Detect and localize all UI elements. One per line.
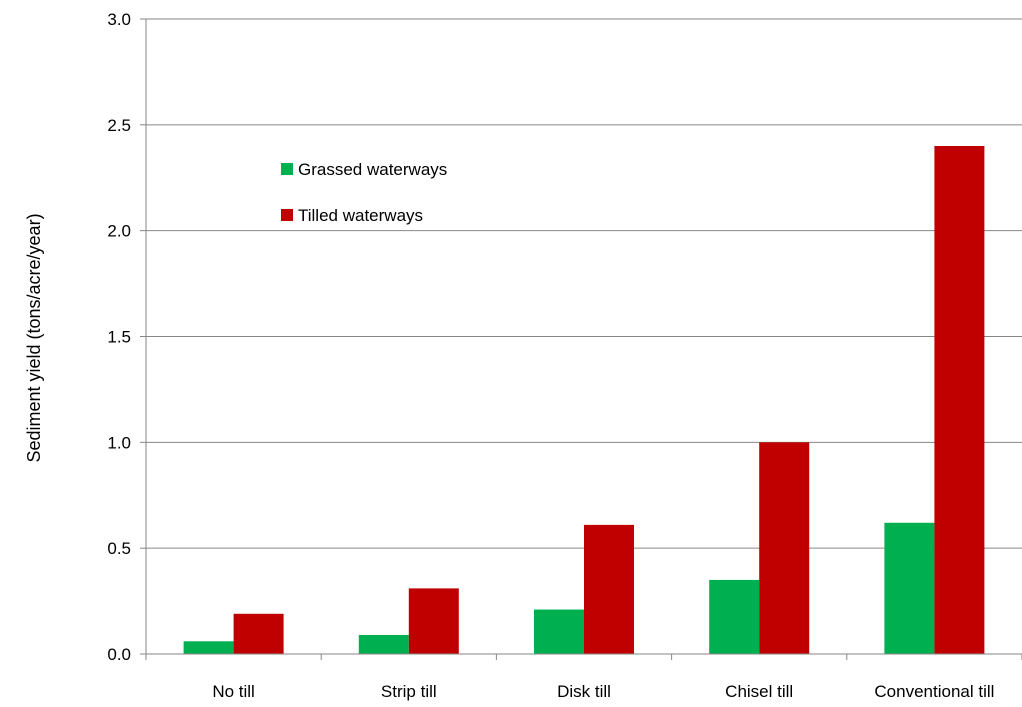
x-tick-labels: No till Strip till Disk till Chisel till Con… — [145, 654, 1022, 701]
x-tick-label: Disk till — [557, 682, 611, 701]
bars — [183, 146, 985, 654]
bar-grassed-conventional-till — [884, 522, 935, 654]
bar-tilled-no-till — [233, 613, 284, 654]
bar-grassed-strip-till — [358, 634, 409, 654]
bar-grassed-no-till — [183, 641, 234, 654]
bar-grassed-chisel-till — [709, 579, 760, 654]
x-tick-label: No till — [212, 682, 255, 701]
legend-label-grassed: Grassed waterways — [298, 160, 447, 179]
x-tick-label: Strip till — [381, 682, 437, 701]
y-tick-labels: 0.0 0.5 1.0 1.5 2.0 2.5 3.0 — [107, 10, 146, 664]
y-tick-label: 0.5 — [107, 539, 131, 558]
x-tick-label: Conventional till — [874, 682, 994, 701]
x-tick-label: Chisel till — [725, 682, 793, 701]
y-tick-label: 2.0 — [107, 222, 131, 241]
bar-tilled-conventional-till — [934, 146, 985, 654]
legend-swatch-grassed — [281, 163, 293, 175]
bar-grassed-disk-till — [534, 609, 584, 654]
gridlines — [146, 18, 1022, 549]
bar-tilled-disk-till — [584, 524, 634, 654]
legend-swatch-tilled — [281, 209, 293, 221]
y-tick-label: 0.0 — [107, 645, 131, 664]
legend-label-tilled: Tilled waterways — [298, 206, 423, 225]
bar-tilled-chisel-till — [759, 442, 810, 654]
y-tick-label: 1.5 — [107, 328, 131, 347]
y-tick-label: 1.0 — [107, 433, 131, 452]
y-tick-label: 3.0 — [107, 10, 131, 29]
legend: Grassed waterways Tilled waterways — [281, 160, 447, 225]
y-axis-title: Sediment yield (tons/acre/year) — [24, 213, 44, 462]
y-tick-label: 2.5 — [107, 116, 131, 135]
bar-tilled-strip-till — [408, 588, 459, 654]
